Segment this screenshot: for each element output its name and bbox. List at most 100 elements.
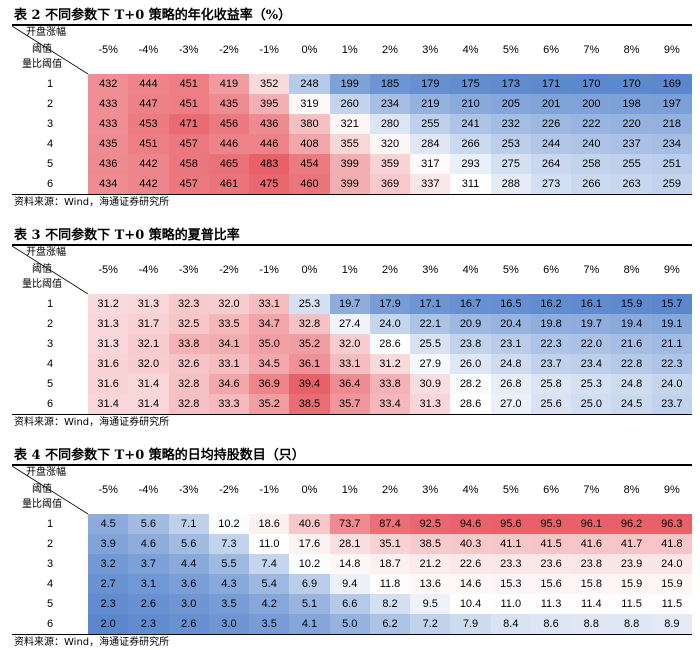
value-cell: 17.6 [289,534,330,554]
corner-cell: 开盘涨幅 阈值 量比阈值 [12,26,88,74]
value-cell: 210 [450,94,491,114]
column-header: 9% [663,484,680,496]
value-cell: 4.2 [249,594,290,614]
corner-label-threshold: 阈值 [32,484,52,495]
value-cell: 32.8 [168,394,209,414]
value-cell: 16.1 [571,294,612,314]
value-cell: 3.6 [168,574,209,594]
column-header: 3% [422,264,439,276]
value-cell: 3.1 [128,574,169,594]
value-cell: 15.9 [651,574,692,594]
column-header: 2% [382,264,398,276]
column-header: 6% [543,44,559,56]
column-header: -5% [98,264,118,276]
value-cell: 483 [249,154,290,174]
value-cell: 35.1 [369,534,411,554]
value-cell: 454 [289,154,330,174]
value-cell: 3.5 [249,614,290,634]
table-row: 6 2.0 2.3 2.6 3.0 3.5 4.1 5.0 6.2 7.2 7.9 8.4 8.6 8.8… [12,614,692,634]
value-cell: 241 [450,114,491,134]
value-cell: 237 [611,134,652,154]
value-cell: 15.3 [490,574,531,594]
value-cell: 11.0 [490,594,531,614]
value-cell: 21.1 [651,334,692,354]
diagonal-line [12,246,88,294]
column-header: 3% [422,44,439,56]
value-cell: 28.1 [329,534,370,554]
table-row: 5 436 442 458 465 483 454 399 359 317 293 275 264 258… [12,154,692,174]
value-cell: 32.3 [168,294,209,314]
value-cell: 31.3 [88,314,129,334]
value-cell: 317 [410,154,451,174]
value-cell: 471 [168,114,209,134]
source-note: 资料来源：Wind，海通证券研究所 [12,634,692,650]
value-cell: 36.9 [249,374,290,394]
value-cell: 263 [611,174,652,194]
column-header: -4% [138,44,159,56]
table-title: 表 2 不同参数下 T+0 策略的年化收益率（%） [12,6,692,26]
value-cell: 32.8 [289,314,330,334]
value-cell: 234 [369,94,411,114]
row-label: 4 [46,578,54,590]
column-header: 7% [583,484,600,496]
value-cell: 96.2 [611,514,652,534]
table-row: 2 31.3 31.7 32.5 33.5 34.7 32.8 27.4 24.0 22.1 20.… [12,314,692,334]
value-cell: 30.9 [410,374,451,394]
value-cell: 96.1 [571,514,612,534]
value-cell: 25.3 [289,294,330,314]
value-cell: 96.3 [651,514,692,534]
value-cell: 32.1 [128,334,169,354]
column-header: 3% [422,484,439,496]
value-cell: 25.0 [571,394,612,414]
table-row: 3 31.3 32.1 33.8 34.1 35.0 35.2 32.0 28.6 25.5 23.… [12,334,692,354]
value-cell: 255 [410,114,451,134]
value-cell: 319 [289,94,330,114]
value-cell: 8.6 [530,614,572,634]
value-cell: 232 [490,114,531,134]
value-cell: 15.9 [611,574,652,594]
row-label: 2 [46,538,54,550]
source-note: 资料来源：Wind，海通证券研究所 [12,194,692,210]
value-cell: 95.6 [490,514,531,534]
value-cell: 6.9 [289,574,330,594]
column-header: 5% [502,264,519,276]
value-cell: 253 [490,134,531,154]
table-row: 5 2.3 2.6 3.0 3.5 4.2 5.1 6.6 8.2 9.5 10.4 11.0 11.3… [12,594,692,614]
header-row: 开盘涨幅 阈值 量比阈值 -5% -4% -3% -2% -1% 0% 1% 2% 3% 4% 5% 6% 7… [12,26,692,74]
value-cell: 24.8 [490,354,531,374]
value-cell: 22.8 [611,354,652,374]
value-cell: 8.9 [651,614,692,634]
table-section-sharpe-ratio: 表 3 不同参数下 T+0 策略的夏普比率 开盘涨幅 阈值 量比阈值 -5% -4% -3%… [12,226,692,430]
row-label: 6 [46,398,54,410]
value-cell: 3.0 [168,594,209,614]
value-cell: 19.7 [571,314,612,334]
value-cell: 24.8 [611,374,652,394]
row-label: 1 [46,298,54,310]
value-cell: 31.3 [128,294,169,314]
value-cell: 4.4 [168,554,209,574]
diagonal-line [12,26,88,74]
table-row: 2 3.9 4.6 5.6 7.3 11.0 17.6 28.1 35.1 38.5 40.3 41.… [12,534,692,554]
column-header: -1% [259,44,279,56]
row-label: 5 [46,378,54,390]
column-header: 0% [301,484,318,496]
value-cell: 15.8 [571,574,612,594]
value-cell: 222 [571,114,612,134]
value-cell: 38.5 [410,534,451,554]
value-cell: 337 [410,174,451,194]
value-cell: 2.7 [88,574,129,594]
value-cell: 31.6 [88,354,129,374]
value-cell: 451 [168,94,209,114]
value-cell: 3.2 [88,554,129,574]
column-header: 8% [623,484,640,496]
column-header: -1% [259,484,279,496]
value-cell: 6.2 [369,614,411,634]
row-label: 4 [46,138,54,150]
value-cell: 197 [651,94,692,114]
value-cell: 32.6 [168,354,209,374]
value-cell: 34.7 [249,314,290,334]
value-cell: 41.1 [490,534,531,554]
value-cell: 436 [249,114,290,134]
corner-label-open-gain: 开盘涨幅 [26,247,66,258]
value-cell: 28.6 [369,334,411,354]
